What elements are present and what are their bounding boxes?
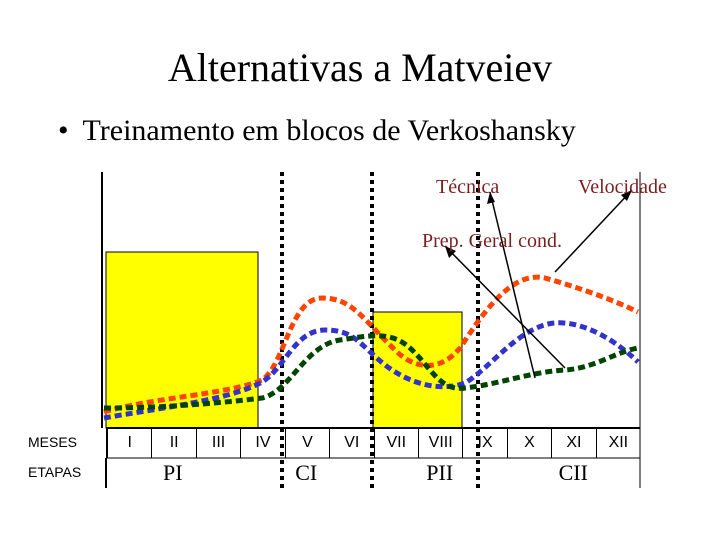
- velocidade-arrowhead: [621, 190, 632, 201]
- stage-cell: PII: [426, 460, 454, 485]
- stage-cell: CI: [295, 460, 318, 485]
- label-tecnica: Técnica: [436, 176, 500, 198]
- velocidade-arrow: [554, 189, 633, 273]
- month-cell: X: [506, 428, 551, 458]
- prep-arrow: [444, 245, 566, 369]
- month-cell: XI: [551, 428, 595, 458]
- block-pi: [105, 251, 259, 429]
- block-pii: [372, 311, 463, 429]
- months-row: I II III IV V VI VII VIII IX X XI XII: [106, 428, 640, 458]
- month-cell: V: [284, 428, 329, 458]
- etapas-label: ETAPAS: [28, 464, 82, 480]
- month-cell: II: [151, 428, 195, 458]
- month-cell: I: [106, 428, 151, 458]
- label-prep: Prep. Geral cond.: [422, 230, 562, 252]
- velocidade-curve: [103, 274, 640, 415]
- month-cell: VIII: [417, 428, 462, 458]
- bullet-text: Treinamento em blocos de Verkoshansky: [82, 114, 576, 147]
- month-cell: VII: [373, 428, 418, 458]
- stages-row: PI CI PII CII: [106, 458, 640, 488]
- stage-cell: PI: [162, 460, 183, 485]
- stage-cell: CII: [558, 460, 588, 485]
- month-cell: XII: [595, 428, 640, 458]
- month-cell: IX: [462, 428, 506, 458]
- prep-curve: [103, 333, 639, 411]
- prep-arrowhead: [445, 246, 456, 258]
- label-velocidade: Velocidade: [578, 176, 667, 198]
- tecnica-arrow: [489, 191, 536, 379]
- month-cell: IV: [240, 428, 284, 458]
- month-cell: III: [195, 428, 240, 458]
- month-cell: VI: [329, 428, 373, 458]
- tecnica-arrowhead: [487, 192, 495, 204]
- meses-label: MESES: [28, 434, 78, 450]
- slide-title: Alternativas a Matveiev: [167, 45, 553, 90]
- tecnica-curve: [103, 320, 640, 421]
- bullet-line: • Treinamento em blocos de Verkoshansky: [58, 114, 576, 147]
